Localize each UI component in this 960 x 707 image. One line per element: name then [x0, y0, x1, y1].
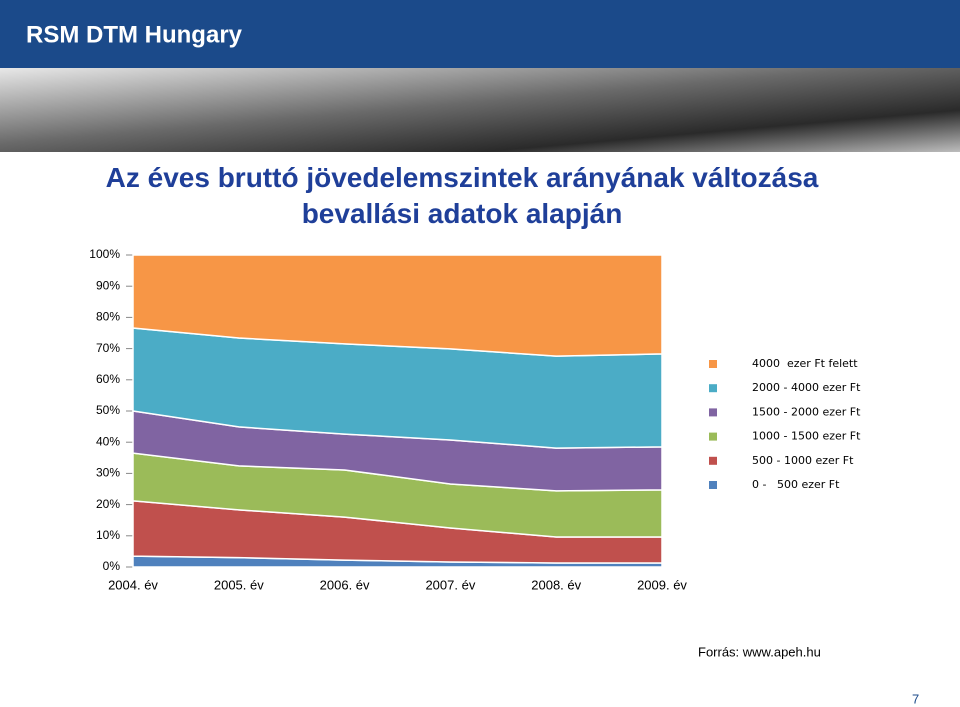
header-bar: [0, 0, 960, 68]
legend-swatch: [709, 384, 717, 393]
y-tick-label: 30%: [96, 466, 120, 480]
x-tick-label: 2006. év: [320, 577, 370, 592]
header-photo: [0, 68, 960, 152]
y-tick-label: 50%: [96, 403, 120, 417]
page-number: 7: [912, 691, 919, 706]
y-tick-label: 20%: [96, 497, 120, 511]
x-tick-label: 2008. év: [531, 577, 581, 592]
legend-label: 1500 - 2000 ezer Ft: [752, 405, 861, 418]
y-tick-label: 80%: [96, 310, 120, 324]
chart-title: Az éves bruttó jövedelemszintek arányána…: [105, 162, 819, 229]
y-tick-label: 60%: [96, 372, 120, 386]
legend-swatch: [709, 456, 717, 465]
legend-swatch: [709, 432, 717, 441]
legend-label: 4000 ezer Ft felett: [752, 357, 858, 370]
y-tick-label: 100%: [89, 247, 120, 261]
y-tick-label: 10%: [96, 528, 120, 542]
legend-swatch: [709, 481, 717, 489]
legend-label: 0 - 500 ezer Ft: [752, 478, 840, 491]
y-tick-label: 0%: [103, 559, 121, 573]
y-tick-label: 70%: [96, 341, 120, 355]
legend-label: 500 - 1000 ezer Ft: [752, 454, 854, 467]
x-tick-label: 2005. év: [214, 577, 264, 592]
legend-swatch: [709, 408, 717, 417]
legend-label: 1000 - 1500 ezer Ft: [752, 430, 861, 443]
legend-swatch: [709, 360, 717, 368]
y-tick-label: 40%: [96, 434, 120, 448]
x-tick-label: 2009. év: [637, 577, 687, 592]
legend-label: 2000 - 4000 ezer Ft: [752, 381, 861, 394]
x-tick-label: 2007. év: [425, 577, 475, 592]
logo: RSM DTM Hungary: [26, 21, 243, 48]
area: [132, 254, 663, 357]
source-note: Forrás: www.apeh.hu: [698, 644, 821, 659]
y-tick-label: 90%: [96, 278, 120, 292]
x-tick-label: 2004. év: [108, 577, 158, 592]
